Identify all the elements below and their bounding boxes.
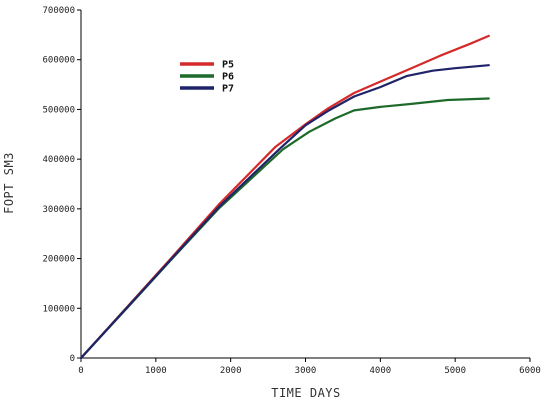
- series-line-p6: [79, 97, 490, 360]
- y-tick-label: 100000: [42, 304, 75, 314]
- legend-label-p5: P5: [222, 60, 234, 71]
- y-tick-label: 200000: [42, 255, 75, 265]
- legend-label-p6: P6: [222, 72, 234, 83]
- series-group: [79, 34, 490, 360]
- x-tick-label: 4000: [369, 366, 391, 376]
- x-tick-label: 5000: [444, 366, 466, 376]
- x-tick-label: 3000: [295, 366, 317, 376]
- series-line-p5: [79, 34, 490, 360]
- x-tick-label: 2000: [220, 366, 242, 376]
- series-line-p7: [79, 64, 490, 360]
- x-tick-label: 1000: [145, 366, 167, 376]
- x-tick-label: 6000: [519, 366, 541, 376]
- x-axis-label: TIME DAYS: [271, 386, 341, 400]
- y-tick-label: 500000: [42, 105, 75, 115]
- axes: 0 1000 2000 3000 4000 5000 6000 0 100000 200000 30…: [42, 6, 540, 376]
- y-tick-label: 0: [70, 354, 75, 364]
- y-tick-label: 400000: [42, 155, 75, 165]
- y-tick-label: 300000: [42, 205, 75, 215]
- x-tick-label: 0: [78, 366, 83, 376]
- y-tick-label: 700000: [42, 6, 75, 16]
- y-tick-label: 600000: [42, 56, 75, 66]
- y-axis-label: FOPT SM3: [2, 152, 16, 214]
- legend-label-p7: P7: [222, 84, 234, 95]
